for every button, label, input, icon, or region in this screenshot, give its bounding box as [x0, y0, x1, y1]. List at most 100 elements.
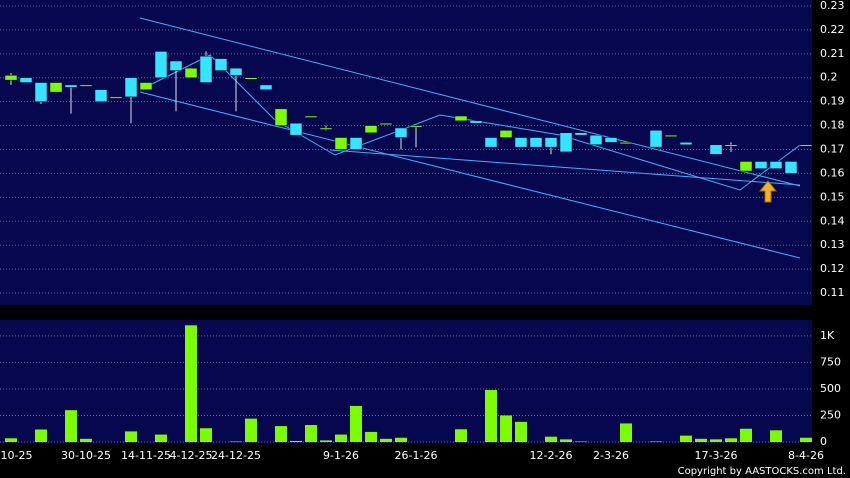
volume-bar [680, 435, 692, 442]
candle-body [724, 144, 738, 147]
y-tick-label: 0.17 [820, 143, 845, 156]
volume-bar [80, 438, 92, 442]
volume-bar [350, 405, 362, 442]
volume-bar [335, 434, 347, 442]
copyright: Copyright by AASTOCKS.com Ltd. [678, 466, 846, 477]
volume-bar [545, 436, 557, 442]
price-panel [0, 0, 812, 305]
volume-bar [515, 421, 527, 442]
candle-body [274, 108, 288, 126]
y-tick-label: 750 [820, 355, 841, 368]
volume-bar [710, 439, 722, 442]
volume-panel [0, 320, 812, 443]
candle-body [619, 142, 633, 145]
candle-body [529, 137, 543, 148]
volume-bar [575, 441, 587, 442]
x-tick-label: 26-1-26 [395, 449, 438, 462]
candle-body [649, 130, 663, 148]
x-tick-label: 12-2-26 [530, 449, 573, 462]
y-tick-label: 0.22 [820, 23, 845, 36]
y-tick-label: 500 [820, 382, 841, 395]
candle-body [169, 60, 183, 71]
candle-body [499, 130, 513, 138]
y-tick-label: 0.16 [820, 166, 845, 179]
candle-body [94, 89, 108, 102]
x-tick-label: 2-3-26 [593, 449, 629, 462]
candle-body [379, 122, 393, 125]
y-tick-label: 0.12 [820, 262, 845, 275]
volume-bar [320, 440, 332, 442]
volume-bar [560, 439, 572, 442]
candle-body [154, 51, 168, 78]
candle-body [259, 84, 273, 90]
volume-bar [725, 438, 737, 442]
candle-body [604, 137, 618, 143]
candle-body [574, 132, 588, 136]
volume-bar [65, 410, 77, 442]
volume-bar [620, 423, 632, 442]
x-tick-label: 30-10-25 [61, 449, 111, 462]
candle-body [4, 75, 18, 81]
candle-body [544, 137, 558, 148]
candle-body [754, 161, 768, 169]
y-tick-label: 0.14 [820, 214, 845, 227]
volume-bar [800, 437, 812, 442]
candle-body [334, 137, 348, 150]
candle-body [289, 122, 303, 136]
volume-bar [275, 426, 287, 442]
candle-body [484, 137, 498, 148]
volume-bar [650, 441, 662, 442]
candle-body [709, 144, 723, 155]
candle-body [784, 161, 798, 174]
volume-bar [695, 438, 707, 442]
candle-body [589, 134, 603, 145]
y-tick-label: 1K [820, 329, 835, 342]
x-tick-label: 9-1-26 [323, 449, 359, 462]
x-tick-label: 4-12-25 [170, 449, 213, 462]
candle-body [304, 115, 318, 118]
volume-bar [500, 415, 512, 442]
candle-body [49, 82, 63, 93]
y-tick-label: 250 [820, 408, 841, 421]
candle-body [19, 77, 33, 83]
candle-body [469, 120, 483, 124]
trend-line [139, 17, 801, 187]
candle-body [364, 125, 378, 134]
candle-body [34, 82, 48, 102]
volume-bar [305, 425, 317, 442]
x-tick-label: 6-10-25 [0, 449, 32, 462]
candle-body [64, 84, 78, 88]
volume-bar [485, 390, 497, 442]
volume-bar [365, 431, 377, 442]
volume-bar [35, 429, 47, 442]
y-tick-label: 0.2 [820, 71, 838, 84]
candle-body [454, 115, 468, 122]
candle-body [679, 142, 693, 145]
x-tick-label: 17-3-26 [695, 449, 738, 462]
volume-bar [125, 431, 137, 442]
y-tick-label: 0.21 [820, 47, 845, 60]
volume-bar [290, 440, 302, 442]
candle-body [769, 161, 783, 169]
y-tick-label: 0.11 [820, 286, 845, 299]
x-tick-label: 14-11-25 [121, 449, 171, 462]
y-tick-label: 0.15 [820, 190, 845, 203]
candle-body [184, 67, 198, 78]
volume-bar [455, 429, 467, 442]
volume-bar [185, 325, 197, 442]
volume-bar [230, 441, 242, 442]
volume-bar [200, 428, 212, 442]
candle-body [109, 96, 123, 99]
volume-bar [395, 437, 407, 442]
candle-body [229, 67, 243, 76]
candle-body [559, 132, 573, 153]
volume-bar [155, 434, 167, 442]
candle-body [799, 144, 813, 147]
candle-body [319, 127, 333, 130]
y-tick-label: 0.13 [820, 238, 845, 251]
volume-bar [770, 430, 782, 442]
marks: 0.11 0.12 0.13 0.14 0.15 0.16 0.17 0.18 0.19 0.2 0… [0, 0, 845, 462]
volume-bar [380, 438, 392, 442]
x-tick-label: 24-12-25 [211, 449, 261, 462]
